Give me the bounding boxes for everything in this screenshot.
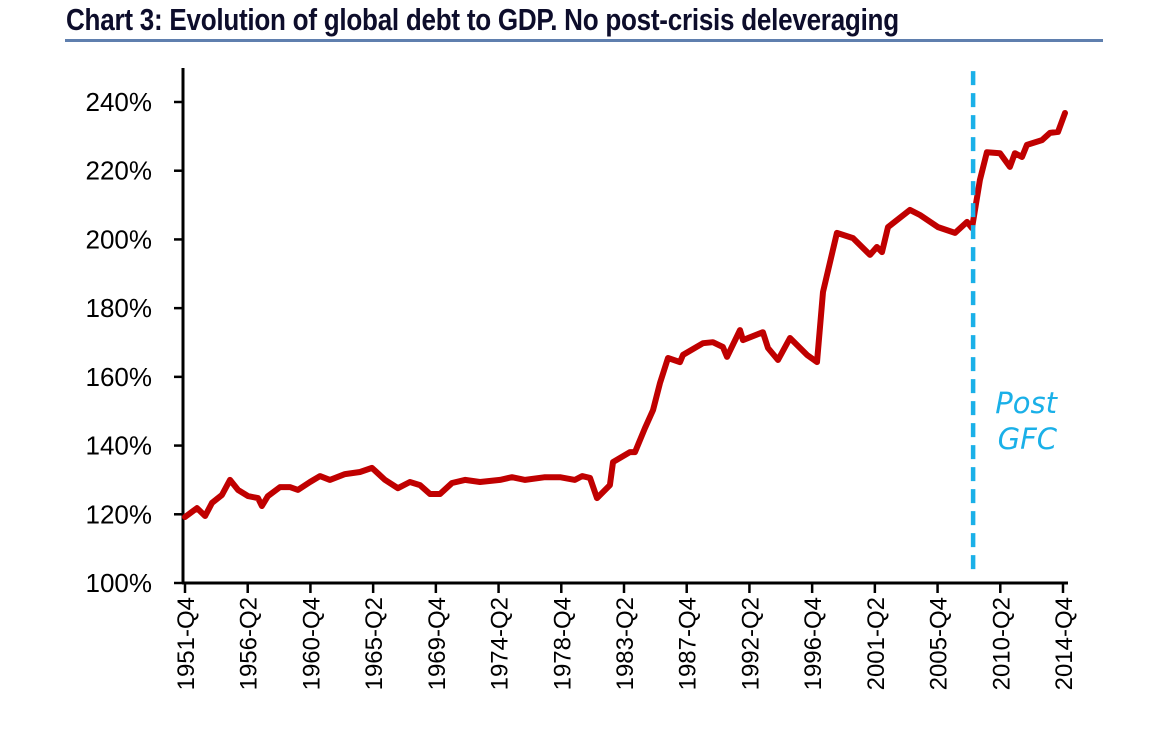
y-tick-label: 160% <box>86 362 153 392</box>
x-tick-label: 1951-Q4 <box>173 597 200 690</box>
x-tick-label: 2014-Q4 <box>1051 597 1078 690</box>
y-tick-label: 240% <box>86 87 153 117</box>
y-tick-label: 100% <box>86 568 153 598</box>
chart-title: Chart 3: Evolution of global debt to GDP… <box>66 2 899 37</box>
y-tick-label: 120% <box>86 499 153 529</box>
title-underline <box>65 39 1103 42</box>
x-tick-label: 2005-Q4 <box>926 597 953 690</box>
axes: 100% 120% 140% 160% 180% 200% 220% 240% 1951-Q4 1… <box>86 68 1078 690</box>
x-tick-label: 1992-Q2 <box>737 597 764 690</box>
x-tick-label: 1978-Q4 <box>549 597 576 690</box>
x-tick-label: 1983-Q2 <box>612 597 639 690</box>
annotation-label-post: Post <box>995 386 1058 420</box>
x-tick-label: 1969-Q4 <box>424 597 451 690</box>
y-tick-label: 220% <box>86 156 153 186</box>
x-tick-label: 2010-Q2 <box>988 597 1015 690</box>
y-tick-label: 180% <box>86 293 153 323</box>
y-tick-label: 200% <box>86 224 153 254</box>
series-marks <box>182 110 1068 520</box>
x-tick-label: 1965-Q2 <box>361 597 388 690</box>
x-tick-label: 1987-Q4 <box>675 597 702 690</box>
x-tick-label: 2001-Q2 <box>863 597 890 690</box>
x-tick-label: 1960-Q4 <box>298 597 325 690</box>
x-tick-label: 1974-Q2 <box>487 597 514 690</box>
annotation-label-gfc: GFC <box>998 422 1058 456</box>
x-tick-label: 1996-Q4 <box>800 597 827 690</box>
y-tick-label: 140% <box>86 431 153 461</box>
x-tick-label: 1956-Q2 <box>236 597 263 690</box>
series-line-debt-to-gdp <box>182 110 1068 520</box>
